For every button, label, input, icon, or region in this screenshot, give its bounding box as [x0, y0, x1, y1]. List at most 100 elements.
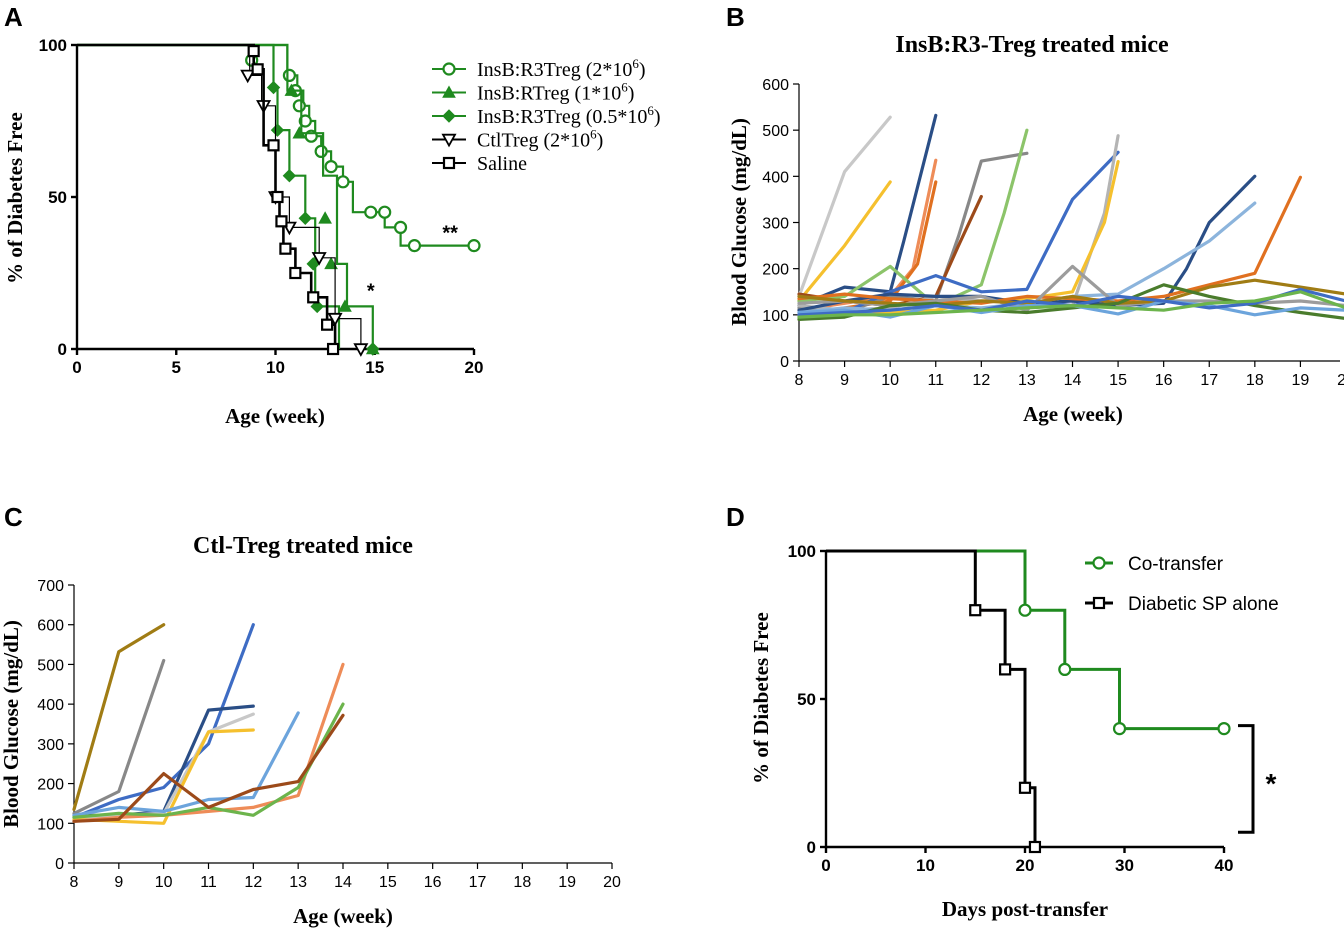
significance-star: * [1266, 768, 1277, 799]
y-tick-label: 600 [762, 77, 789, 94]
legend-close-paren: ) [654, 106, 661, 128]
glucose-trace-7 [72, 711, 300, 817]
x-tick-label: 8 [795, 372, 804, 389]
censor-mark [393, 220, 408, 234]
panel-b-ylabel: Blood Glucose (mg/dL) [727, 118, 751, 326]
x-tick-label: 13 [1018, 372, 1036, 389]
glucose-trace-2 [797, 180, 892, 303]
x-tick-label: 16 [424, 874, 442, 891]
censor-mark [321, 318, 334, 331]
censor-mark [282, 68, 296, 83]
legend-marker [441, 133, 457, 148]
censor-mark [336, 175, 350, 189]
censor-mark [969, 604, 982, 617]
x-tick-label: 10 [266, 358, 285, 377]
legend-superscript: 6 [647, 103, 654, 118]
legend-superscript: 6 [621, 80, 628, 95]
y-tick-label: 100 [39, 36, 67, 55]
legend-label: InsB:R3Treg (0.5*106) [477, 103, 661, 128]
censor-mark [284, 83, 299, 96]
x-tick-label: 8 [70, 874, 79, 891]
x-tick-label: 10 [916, 856, 935, 875]
x-tick-label: 19 [558, 874, 576, 891]
x-tick-label: 0 [72, 358, 81, 377]
x-tick-label: 11 [927, 372, 944, 389]
y-tick-label: 50 [797, 690, 816, 709]
censor-mark [266, 80, 281, 95]
glucose-trace-5 [72, 712, 255, 821]
glucose-trace-14 [797, 175, 1302, 305]
significance-star: * [367, 280, 375, 302]
x-tick-label: 12 [244, 874, 262, 891]
censor-mark [364, 205, 378, 219]
y-tick-label: 100 [762, 308, 789, 325]
censor-mark [998, 663, 1012, 676]
censor-mark [1217, 721, 1231, 736]
panel-c-xlabel: Age (week) [293, 904, 393, 928]
censor-mark [1018, 603, 1032, 617]
censor-mark [271, 190, 284, 204]
glucose-trace-2 [72, 658, 166, 815]
survival-step-line [826, 549, 1037, 847]
x-tick-label: 15 [379, 874, 397, 891]
panel-d-km-plot: 0 10 20 30 40 0 50 100 Co-transfer Diabetic SP al… [788, 542, 1279, 875]
censor-mark [324, 160, 338, 174]
y-tick-label: 500 [762, 123, 789, 140]
y-tick-label: 0 [807, 838, 816, 857]
legend-label: Saline [477, 153, 527, 175]
series-square [826, 549, 1042, 854]
y-tick-label: 400 [37, 697, 64, 714]
y-tick-label: 500 [37, 657, 64, 674]
panel-a-km-plot: 0 5 10 15 20 0 50 100 InsB:R3Treg (2*106)InsB:RT… [39, 36, 661, 377]
legend-marker [442, 62, 456, 76]
censor-mark [378, 205, 392, 219]
panel-c-line-chart: 8 9 10 11 12 13 14 15 16 17 18 19 200100200300400500… [37, 578, 621, 891]
panel-b-title: InsB:R3-Treg treated mice [895, 32, 1169, 58]
series-triangle-down [77, 44, 369, 357]
glucose-trace-3 [72, 623, 255, 819]
x-tick-label: 14 [334, 874, 352, 891]
censor-mark [298, 114, 312, 128]
x-tick-label: 14 [1064, 372, 1082, 389]
panel-b-label: B [726, 2, 745, 32]
x-tick-label: 20 [1016, 856, 1035, 875]
panel-d-label: D [726, 502, 745, 532]
censor-mark [366, 342, 380, 356]
x-tick-label: 9 [114, 874, 123, 891]
x-tick-label: 17 [1200, 372, 1218, 389]
glucose-trace-6 [797, 151, 1029, 315]
survival-step-line [826, 549, 1224, 731]
x-tick-label: 20 [1337, 372, 1344, 389]
x-tick-label: 40 [1215, 856, 1234, 875]
panel-b-line-chart: 8910111213141516171819200100200300400500… [762, 77, 1344, 389]
x-tick-label: 10 [881, 372, 899, 389]
panel-b-xlabel: Age (week) [1023, 402, 1123, 426]
censor-mark [251, 63, 264, 76]
censor-mark [267, 139, 280, 152]
legend-label: InsB:RTreg (1*106) [477, 80, 634, 105]
panel-d-ylabel: % of Diabetes Free [749, 612, 773, 784]
glucose-trace-1 [72, 623, 166, 811]
x-tick-label: 20 [465, 358, 484, 377]
x-tick-label: 20 [603, 874, 621, 891]
x-tick-label: 9 [840, 372, 849, 389]
glucose-trace-20 [797, 290, 1344, 319]
series-triangle [77, 43, 380, 355]
censor-mark [314, 144, 328, 158]
series-diamond [77, 43, 380, 356]
panel-c-ylabel: Blood Glucose (mg/dL) [0, 620, 23, 828]
censor-mark [307, 291, 320, 304]
censor-mark [311, 252, 327, 266]
panel-c-title: Ctl-Treg treated mice [193, 533, 413, 559]
y-tick-label: 100 [788, 542, 816, 561]
panel-d-xlabel: Days post-transfer [942, 897, 1108, 921]
legend-label: Co-transfer [1128, 554, 1224, 575]
censor-mark [338, 299, 352, 312]
y-tick-label: 700 [37, 578, 64, 595]
legend-close-paren: ) [597, 130, 604, 152]
censor-mark [1028, 840, 1042, 854]
censor-mark [407, 239, 422, 253]
censor-mark [318, 211, 332, 224]
x-tick-label: 13 [289, 874, 307, 891]
censor-mark [467, 239, 481, 253]
